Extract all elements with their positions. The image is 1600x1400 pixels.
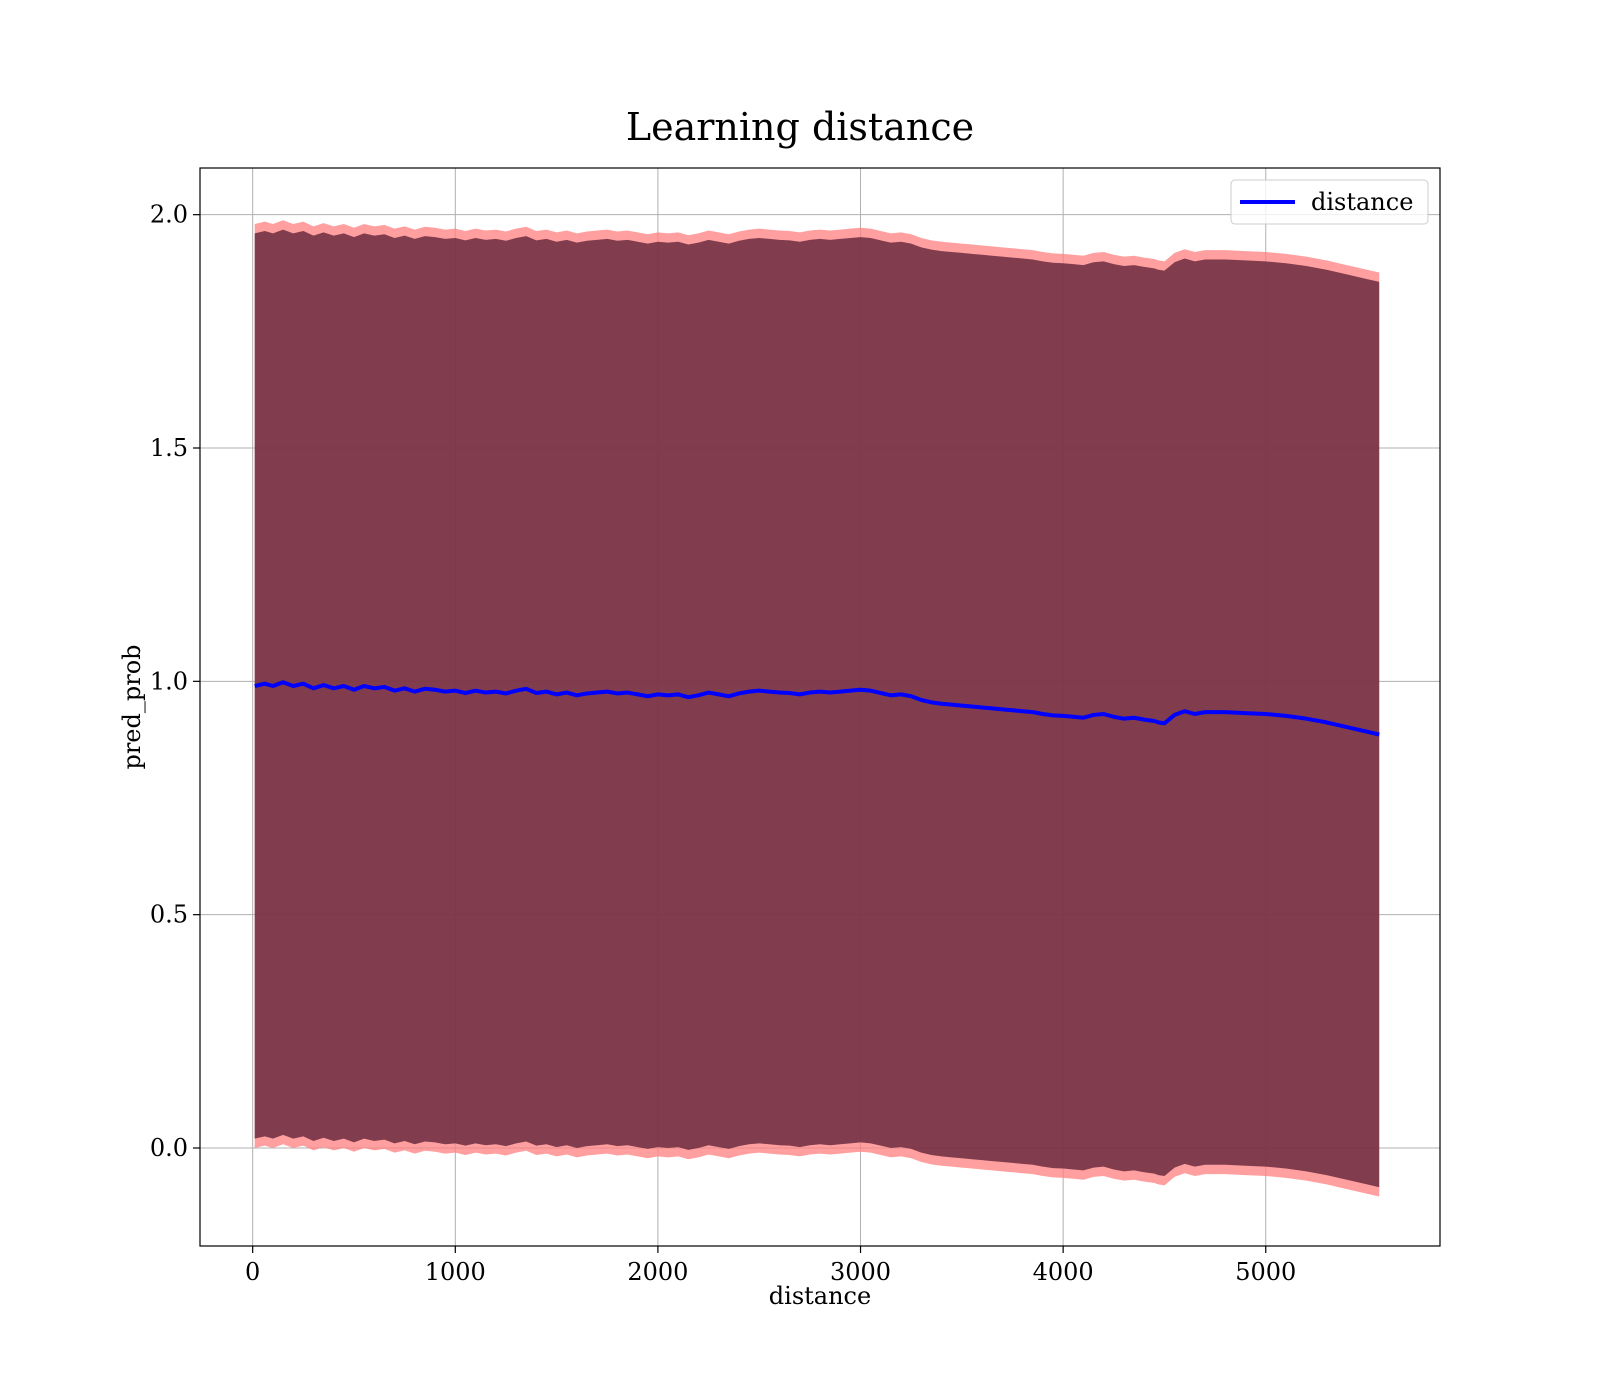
x-axis-label: distance — [769, 1282, 871, 1310]
x-tick-label: 4000 — [1033, 1258, 1094, 1286]
y-tick-label: 1.0 — [150, 667, 188, 695]
y-axis-label: pred_prob — [118, 644, 146, 769]
y-tick-label: 1.5 — [150, 434, 188, 462]
series-line-distance — [254, 680, 1380, 737]
series-lines — [254, 680, 1380, 737]
y-tick-label: 0.5 — [150, 901, 188, 929]
y-tick-label: 0.0 — [150, 1134, 188, 1162]
x-ticks: 0 1000 2000 3000 4000 5000 — [245, 1246, 1296, 1286]
band-inner — [254, 229, 1380, 1188]
legend-box — [1230, 179, 1429, 225]
chart-title: Learning distance — [626, 105, 974, 149]
legend-label: distance — [1311, 188, 1413, 216]
confidence-band — [254, 220, 1380, 1197]
x-tick-label: 3000 — [830, 1258, 891, 1286]
y-tick-label: 2.0 — [150, 201, 188, 229]
legend: distance — [1230, 179, 1429, 225]
y-ticks: 0.0 0.5 1.0 1.5 2.0 — [150, 201, 200, 1162]
x-tick-label: 5000 — [1235, 1258, 1296, 1286]
x-tick-label: 1000 — [425, 1258, 486, 1286]
x-tick-label: 2000 — [627, 1258, 688, 1286]
x-tick-label: 0 — [245, 1258, 260, 1286]
plot-frame — [199, 167, 1441, 1247]
